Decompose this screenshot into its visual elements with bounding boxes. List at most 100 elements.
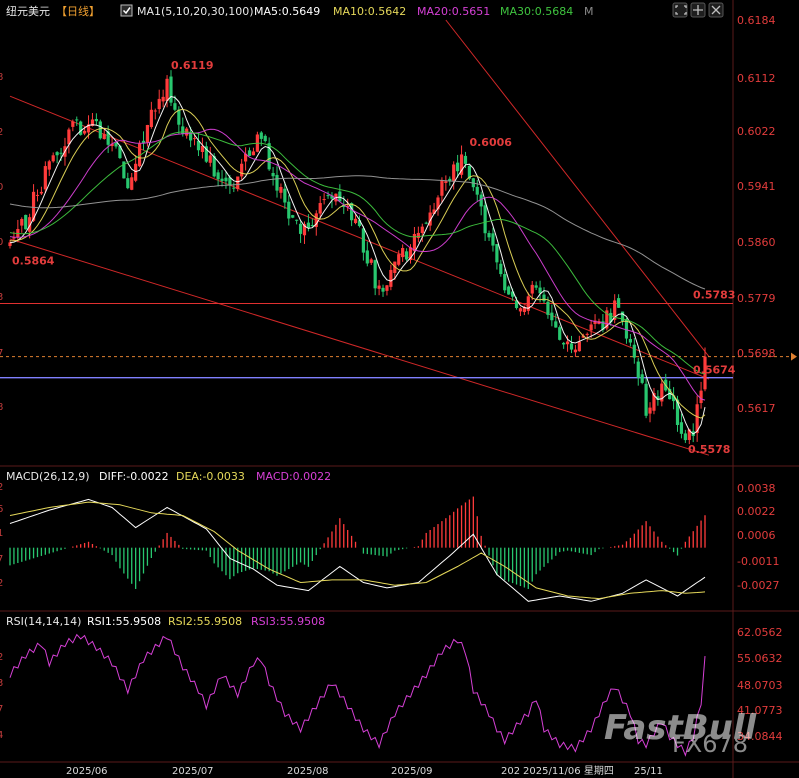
candle-body — [169, 76, 173, 103]
left-axis-fragment: 3 — [0, 678, 3, 689]
ma-line-ma5 — [9, 95, 706, 435]
candle-body — [149, 109, 153, 128]
candle-body — [601, 321, 605, 330]
rsi-params: RSI(14,14,14) — [6, 615, 81, 628]
candle-body — [196, 140, 201, 151]
candle-body — [542, 294, 546, 302]
candle-body — [243, 153, 248, 162]
left-axis-fragment: 0 — [0, 237, 3, 248]
symbol-title: 纽元美元 — [6, 4, 50, 18]
left-axis-fragment: 4 — [0, 730, 3, 741]
fullscreen-icon[interactable] — [672, 2, 688, 18]
x-axis-label: 2025/06 — [66, 766, 108, 777]
candle-body — [157, 98, 161, 110]
price-tick-label: 0.5779 — [737, 292, 776, 305]
candle-body — [514, 300, 519, 309]
candle-body — [173, 103, 177, 110]
candle-body — [479, 194, 483, 207]
candle-body — [428, 212, 432, 226]
macd-panel: 0.0038 0.0022 0.0006 -0.0011 -0.0027 — [9, 482, 779, 602]
candle-body — [475, 186, 479, 195]
rsi2-value: RSI2:55.9508 — [168, 615, 242, 628]
candle-body — [652, 393, 656, 411]
rsi-tick-label: 55.0632 — [737, 652, 783, 665]
current-price-marker — [791, 352, 797, 361]
candle-body — [67, 129, 71, 145]
x-axis-label: 2025/07 — [172, 766, 214, 777]
candle-body — [632, 344, 636, 358]
candle-body — [240, 163, 244, 177]
rsi3-value: RSI3:55.9508 — [251, 615, 325, 628]
crosshair-icon[interactable] — [690, 2, 706, 18]
candle-body — [613, 300, 617, 320]
candle-body — [507, 286, 511, 295]
macd-tick-label: -0.0027 — [737, 579, 779, 592]
candle-body — [291, 215, 295, 218]
channel-line-0 — [9, 95, 710, 380]
candle-body — [59, 152, 63, 154]
candle-body — [683, 433, 687, 441]
ma-line-ma10 — [9, 108, 706, 419]
candle-body — [353, 218, 358, 224]
candle-body — [699, 390, 703, 403]
left-axis-fragment: 3 — [0, 292, 3, 303]
candle-body — [573, 349, 578, 353]
price-tick-label: 0.5860 — [737, 236, 776, 249]
ma-line-ma30 — [9, 131, 706, 375]
candle-body — [118, 145, 122, 159]
candle-body — [440, 180, 444, 196]
candle-body — [346, 205, 350, 208]
candle-body — [283, 188, 287, 203]
candle-body — [342, 205, 346, 207]
candle-body — [671, 395, 676, 402]
candle-body — [687, 429, 691, 440]
close-icon[interactable] — [708, 2, 724, 18]
candle-body — [558, 327, 562, 340]
candle-body — [90, 119, 95, 126]
candle-body — [491, 233, 495, 246]
candle-body — [636, 361, 640, 378]
candle-body — [39, 191, 44, 194]
left-axis-fragment: 2 — [0, 652, 3, 663]
x-axis-label: 202 — [501, 766, 520, 777]
candle-body — [389, 269, 393, 287]
candle-body — [459, 154, 464, 175]
ma-line-ma20 — [9, 128, 706, 401]
candle-body — [8, 242, 12, 247]
candle-body — [487, 232, 491, 238]
price-annotation-level: 0.5783 — [693, 289, 735, 302]
candle-body — [318, 203, 322, 214]
m-badge[interactable]: M — [584, 5, 594, 18]
candle-body — [401, 248, 405, 258]
candle-body — [220, 178, 224, 181]
channel-line-1 — [9, 238, 710, 456]
price-tick-label: 0.5941 — [737, 180, 776, 193]
candle-body — [628, 338, 632, 343]
candle-body — [660, 383, 664, 402]
left-axis-fragment: 7 — [0, 704, 3, 715]
candles — [8, 70, 707, 445]
candle-body — [369, 259, 373, 263]
period-label[interactable]: 【日线】 — [56, 4, 100, 18]
price-annotation-low: 0.5864 — [12, 254, 55, 267]
candle-body — [330, 195, 334, 199]
candle-body — [381, 287, 385, 292]
candle-body — [98, 121, 102, 139]
candle-body — [295, 219, 299, 221]
candle-body — [236, 176, 240, 190]
settings-checkbox-icon[interactable] — [120, 4, 133, 17]
candle-body — [126, 178, 130, 189]
x-axis: 2025/06 2025/07 2025/08 2025/09 202 2025/11/0… — [66, 765, 663, 777]
candle-body — [247, 150, 252, 156]
candle-body — [259, 132, 263, 139]
candle-body — [106, 131, 110, 145]
candle-body — [648, 407, 652, 414]
candle-body — [275, 174, 279, 191]
candle-body — [503, 274, 507, 291]
left-axis-fragment: 7 — [0, 348, 3, 359]
candle-body — [585, 333, 589, 335]
candle-body — [605, 310, 609, 329]
candle-body — [577, 341, 581, 352]
